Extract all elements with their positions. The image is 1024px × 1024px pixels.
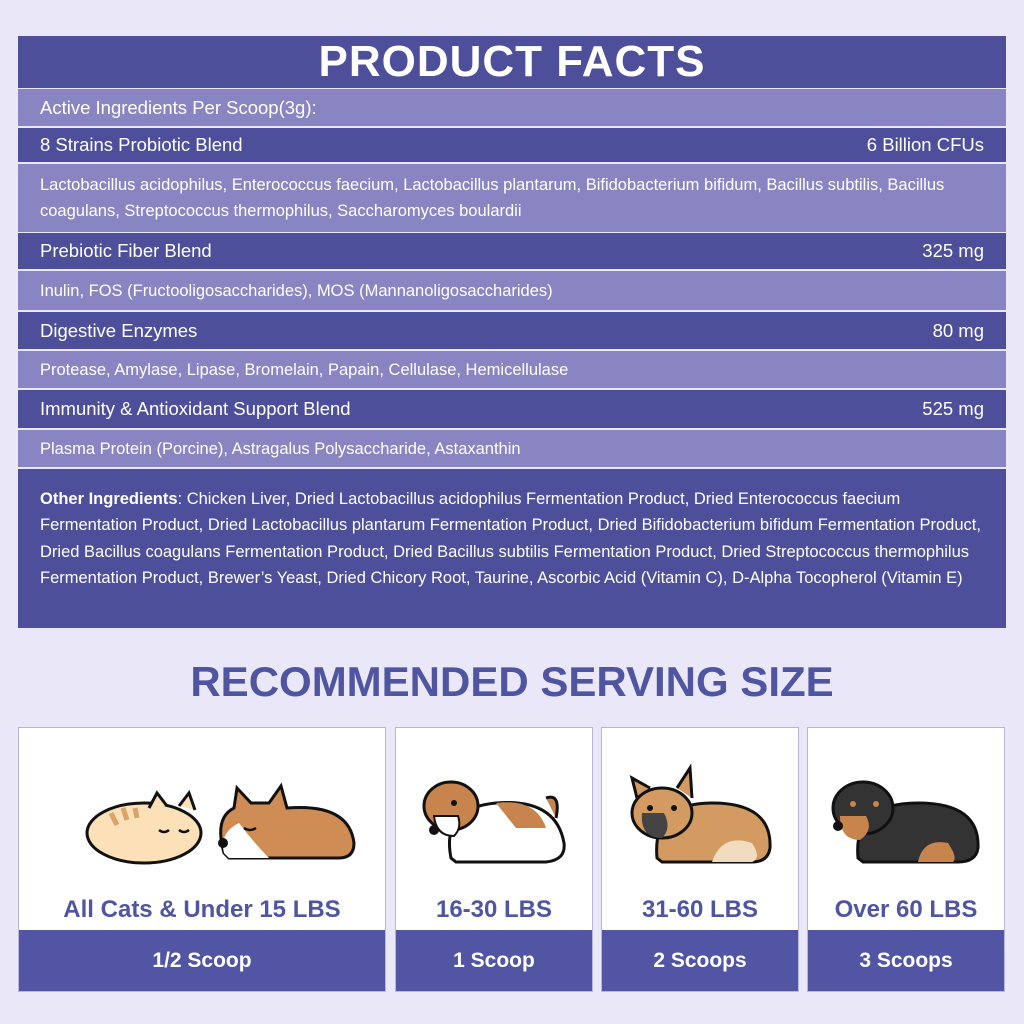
dose-band: 1/2 Scoop xyxy=(19,930,385,991)
blend-row: 8 Strains Probiotic Blend 6 Billion CFUs xyxy=(18,128,1006,162)
blend-ingredients: Plasma Protein (Porcine), Astragalus Pol… xyxy=(18,430,1006,467)
ingredients-text: Lactobacillus acidophilus, Enterococcus … xyxy=(40,176,945,220)
ingredients-text: Inulin, FOS (Fructooligosaccharides), MO… xyxy=(40,281,553,300)
active-ingredients-label: Active Ingredients Per Scoop(3g): xyxy=(40,96,317,118)
serving-card: 16-30 LBS 1 Scoop xyxy=(395,727,593,992)
product-facts-panel: PRODUCT FACTS Active Ingredients Per Sco… xyxy=(18,36,1006,628)
dose-band: 1 Scoop xyxy=(396,930,592,991)
blend-amount: 325 mg xyxy=(922,240,984,261)
blend-amount: 6 Billion CFUs xyxy=(866,134,984,155)
weight-label: All Cats & Under 15 LBS xyxy=(63,896,341,923)
blend-name: Prebiotic Fiber Blend xyxy=(40,240,212,261)
blend-name: Digestive Enzymes xyxy=(40,319,198,341)
blend-name: Immunity & Antioxidant Support Blend xyxy=(40,398,351,419)
blend-row: Prebiotic Fiber Blend 325 mg xyxy=(18,233,1006,269)
blend-name: 8 Strains Probiotic Blend xyxy=(40,134,243,155)
active-ingredients-header: Active Ingredients Per Scoop(3g): xyxy=(18,89,1006,126)
other-ingredients: Other Ingredients: Chicken Liver, Dried … xyxy=(18,469,1006,628)
weight-label: Over 60 LBS xyxy=(834,896,978,923)
ingredients-text: Protease, Amylase, Lipase, Bromelain, Pa… xyxy=(40,360,569,379)
blend-row: Immunity & Antioxidant Support Blend 525 … xyxy=(18,390,1006,428)
blend-amount: 80 mg xyxy=(932,319,984,341)
blend-ingredients: Protease, Amylase, Lipase, Bromelain, Pa… xyxy=(18,351,1006,388)
serving-card: All Cats & Under 15 LBS 1/2 Scoop xyxy=(18,727,386,992)
rottweiler-icon xyxy=(831,780,980,864)
weight-label: 16-30 LBS xyxy=(435,896,553,923)
blend-row: Digestive Enzymes 80 mg xyxy=(18,312,1006,349)
ingredients-text: Plasma Protein (Porcine), Astragalus Pol… xyxy=(40,439,521,458)
dose-band: 3 Scoops xyxy=(808,930,1004,991)
french-bulldog-icon xyxy=(629,763,772,864)
blend-ingredients: Lactobacillus acidophilus, Enterococcus … xyxy=(18,164,1006,232)
product-facts-title: PRODUCT FACTS xyxy=(18,36,1006,88)
serving-card: Over 60 LBS 3 Scoops xyxy=(807,727,1005,992)
blend-ingredients: Inulin, FOS (Fructooligosaccharides), MO… xyxy=(18,271,1006,310)
weight-label: 31-60 LBS xyxy=(641,896,759,923)
other-ingredients-text: : Chicken Liver, Dried Lactobacillus aci… xyxy=(40,490,981,587)
serving-card: 31-60 LBS 2 Scoops xyxy=(601,727,799,992)
beagle-icon xyxy=(422,780,566,864)
other-ingredients-label: Other Ingredients xyxy=(40,490,178,508)
blend-amount: 525 mg xyxy=(922,398,984,419)
serving-size-title: RECOMMENDED SERVING SIZE xyxy=(190,658,834,705)
cat-and-corgi-icon xyxy=(85,782,356,865)
dose-band: 2 Scoops xyxy=(602,930,798,991)
